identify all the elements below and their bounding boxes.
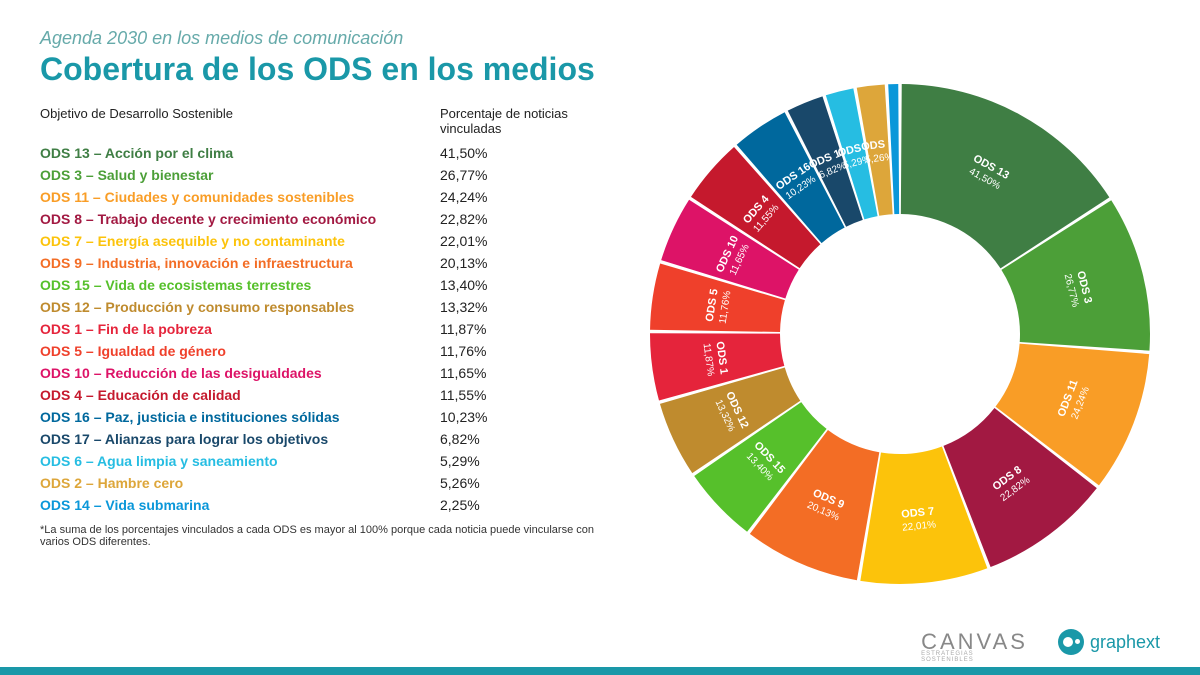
footnote: *La suma de los porcentajes vinculados a… xyxy=(40,524,600,548)
svg-text:5,26%: 5,26% xyxy=(865,152,895,166)
table-row: ODS 4 – Educación de calidad11,55% xyxy=(40,384,600,406)
table-header: Objetivo de Desarrollo Sostenible Porcen… xyxy=(40,102,600,142)
graphext-logo-text: graphext xyxy=(1090,632,1160,653)
table-row: ODS 3 – Salud y bienestar26,77% xyxy=(40,164,600,186)
col-header-pct: Porcentaje de noticias vinculadas xyxy=(440,106,570,136)
table-row: ODS 10 – Reducción de las desigualdades1… xyxy=(40,362,600,384)
row-pct: 41,50% xyxy=(440,145,570,161)
row-label: ODS 17 – Alianzas para lograr los objeti… xyxy=(40,429,440,449)
row-pct: 11,65% xyxy=(440,365,570,381)
table-row: ODS 17 – Alianzas para lograr los objeti… xyxy=(40,428,600,450)
chart-panel: ODS 1341,50%ODS 326,77%ODS 1124,24%ODS 8… xyxy=(630,102,1160,632)
table-row: ODS 8 – Trabajo decente y crecimiento ec… xyxy=(40,208,600,230)
row-pct: 24,24% xyxy=(440,189,570,205)
svg-text:ODS 2: ODS 2 xyxy=(861,137,895,153)
row-pct: 13,32% xyxy=(440,299,570,315)
canvas-logo: CANVAS ESTRATEGIAS SOSTENIBLES xyxy=(921,629,1028,655)
table-row: ODS 16 – Paz, justicia e instituciones s… xyxy=(40,406,600,428)
subtitle: Agenda 2030 en los medios de comunicació… xyxy=(40,28,1160,49)
donut-chart: ODS 1341,50%ODS 326,77%ODS 1124,24%ODS 8… xyxy=(630,54,1190,634)
row-pct: 11,55% xyxy=(440,387,570,403)
table-row: ODS 7 – Energía asequible y no contamina… xyxy=(40,230,600,252)
table-row: ODS 1 – Fin de la pobreza11,87% xyxy=(40,318,600,340)
row-pct: 20,13% xyxy=(440,255,570,271)
table-row: ODS 15 – Vida de ecosistemas terrestres1… xyxy=(40,274,600,296)
row-label: ODS 14 – Vida submarina xyxy=(40,495,440,515)
table-row: ODS 13 – Acción por el clima41,50% xyxy=(40,142,600,164)
table-row: ODS 2 – Hambre cero5,26% xyxy=(40,472,600,494)
table-row: ODS 12 – Producción y consumo responsabl… xyxy=(40,296,600,318)
row-label: ODS 2 – Hambre cero xyxy=(40,473,440,493)
page: Agenda 2030 en los medios de comunicació… xyxy=(0,0,1200,675)
content-row: Objetivo de Desarrollo Sostenible Porcen… xyxy=(40,102,1160,632)
row-pct: 11,87% xyxy=(440,321,570,337)
col-header-label: Objetivo de Desarrollo Sostenible xyxy=(40,106,440,136)
table-body: ODS 13 – Acción por el clima41,50%ODS 3 … xyxy=(40,142,600,516)
graphext-icon xyxy=(1058,629,1084,655)
row-pct: 13,40% xyxy=(440,277,570,293)
accent-bar xyxy=(0,667,1200,675)
row-pct: 22,01% xyxy=(440,233,570,249)
table-row: ODS 11 – Ciudades y comunidades sostenib… xyxy=(40,186,600,208)
row-label: ODS 1 – Fin de la pobreza xyxy=(40,319,440,339)
table-row: ODS 6 – Agua limpia y saneamiento5,29% xyxy=(40,450,600,472)
row-label: ODS 5 – Igualdad de género xyxy=(40,341,440,361)
row-pct: 22,82% xyxy=(440,211,570,227)
footer: CANVAS ESTRATEGIAS SOSTENIBLES graphext xyxy=(0,621,1200,663)
table-row: ODS 14 – Vida submarina2,25% xyxy=(40,494,600,516)
row-label: ODS 16 – Paz, justicia e instituciones s… xyxy=(40,407,440,427)
row-label: ODS 4 – Educación de calidad xyxy=(40,385,440,405)
row-pct: 10,23% xyxy=(440,409,570,425)
row-label: ODS 11 – Ciudades y comunidades sostenib… xyxy=(40,187,440,207)
row-pct: 5,26% xyxy=(440,475,570,491)
table-panel: Objetivo de Desarrollo Sostenible Porcen… xyxy=(40,102,600,632)
row-pct: 2,25% xyxy=(440,497,570,513)
canvas-logo-sub: ESTRATEGIAS SOSTENIBLES xyxy=(921,651,1028,663)
row-label: ODS 12 – Producción y consumo responsabl… xyxy=(40,297,440,317)
table-row: ODS 5 – Igualdad de género11,76% xyxy=(40,340,600,362)
row-label: ODS 9 – Industria, innovación e infraest… xyxy=(40,253,440,273)
row-pct: 6,82% xyxy=(440,431,570,447)
row-pct: 26,77% xyxy=(440,167,570,183)
row-label: ODS 3 – Salud y bienestar xyxy=(40,165,440,185)
row-label: ODS 8 – Trabajo decente y crecimiento ec… xyxy=(40,209,440,229)
row-label: ODS 15 – Vida de ecosistemas terrestres xyxy=(40,275,440,295)
table-row: ODS 9 – Industria, innovación e infraest… xyxy=(40,252,600,274)
row-pct: 5,29% xyxy=(440,453,570,469)
graphext-logo: graphext xyxy=(1058,629,1160,655)
row-label: ODS 10 – Reducción de las desigualdades xyxy=(40,363,440,383)
row-label: ODS 7 – Energía asequible y no contamina… xyxy=(40,231,440,251)
row-label: ODS 13 – Acción por el clima xyxy=(40,143,440,163)
row-pct: 11,76% xyxy=(440,343,570,359)
row-label: ODS 6 – Agua limpia y saneamiento xyxy=(40,451,440,471)
